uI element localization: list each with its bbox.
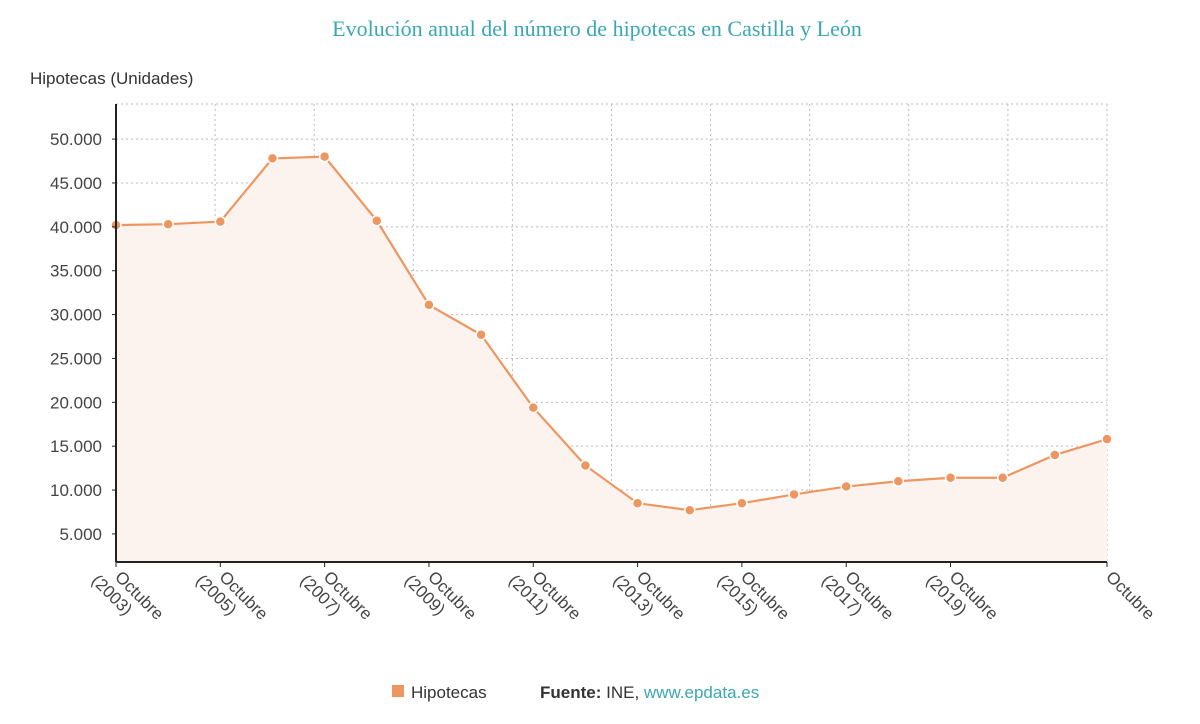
data-point-2011 — [527, 401, 540, 414]
data-point-2012 — [579, 459, 592, 472]
y-tick-label: 5.000 — [59, 525, 102, 544]
x-tick-label: Octubre(2003) — [88, 557, 168, 637]
y-tick-labels: 5.000 10.000 15.000 20.000 25.000 30.000 35.00… — [50, 130, 102, 544]
series-line — [115, 155, 1108, 512]
source-note: Fuente: INE, www.epdata.es — [540, 683, 759, 702]
axes — [112, 104, 1108, 567]
data-point-2017 — [840, 480, 852, 493]
x-tick-label: Octubre(2005) — [192, 557, 272, 637]
y-tick-label: 50.000 — [50, 130, 102, 149]
y-tick-label: 45.000 — [50, 174, 102, 193]
y-tick-label: 15.000 — [50, 437, 102, 456]
data-point-2005 — [214, 215, 227, 228]
y-tick-label: 25.000 — [50, 349, 102, 368]
data-point-2016 — [788, 488, 800, 501]
y-tick-label: 30.000 — [50, 306, 102, 325]
y-tick-label: 40.000 — [50, 218, 102, 237]
data-point-2007 — [318, 150, 331, 163]
data-point-2020 — [996, 472, 1009, 484]
y-tick-label: 10.000 — [50, 481, 102, 500]
data-point-2014 — [683, 504, 696, 516]
x-tick-label-line: Octubre — [1102, 567, 1158, 623]
data-points — [110, 150, 1113, 516]
y-axis-label: Hipotecas (Unidades) — [30, 69, 193, 88]
data-point-2022 — [1101, 433, 1113, 445]
data-point-2009 — [423, 299, 435, 311]
source-text: INE, — [601, 683, 644, 702]
data-point-2015 — [736, 497, 748, 509]
y-tick-label: 35.000 — [50, 262, 102, 281]
x-tick-label: Octubre(2011) — [505, 557, 585, 637]
data-point-2018 — [892, 475, 905, 488]
series-area — [116, 156, 1107, 562]
source-label: Fuente: — [540, 683, 601, 702]
chart-title: Evolución anual del número de hipotecas … — [332, 16, 862, 41]
x-tick-labels: Octubre(2003) Octubre(2005) Octubre(2007) O… — [88, 557, 1159, 637]
data-point-2008 — [371, 214, 383, 227]
x-tick-label: Octubre(2015) — [714, 557, 794, 637]
x-tick-label: Octubre(2019) — [922, 557, 1002, 637]
x-tick-label: Octubre(2013) — [609, 557, 689, 637]
data-point-2004 — [162, 218, 174, 230]
data-point-2021 — [1049, 449, 1061, 461]
data-point-2019 — [944, 472, 957, 484]
x-tick-label: Octubre(2009) — [401, 557, 481, 637]
legend: Hipotecas Fuente: INE, www.epdata.es — [392, 683, 759, 702]
legend-swatch-hipotecas — [392, 685, 404, 697]
source-link[interactable]: www.epdata.es — [643, 683, 759, 702]
x-tick-label: Octubre(2017) — [818, 557, 898, 637]
legend-label-hipotecas: Hipotecas — [411, 683, 487, 702]
data-point-2013 — [631, 497, 644, 509]
x-tick-label: Octubre(2007) — [296, 557, 376, 637]
x-tick-label: Octubre — [1102, 567, 1158, 623]
y-tick-label: 20.000 — [50, 393, 102, 412]
data-point-2010 — [475, 329, 487, 341]
data-point-2006 — [266, 152, 279, 165]
